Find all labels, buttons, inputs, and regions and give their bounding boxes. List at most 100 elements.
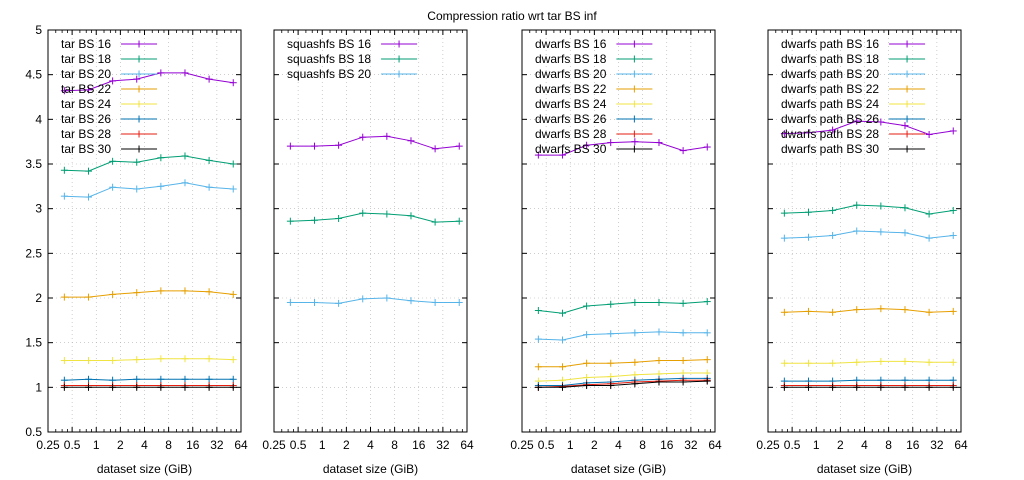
y-tick-label: 0.5 (25, 425, 42, 439)
y-tick-label: 1 (35, 380, 42, 394)
data-point (286, 142, 294, 150)
data-point (631, 329, 639, 337)
data-point (431, 298, 439, 306)
legend-entry: tar BS 26 (61, 112, 158, 126)
data-point (109, 157, 117, 165)
series-line (538, 141, 708, 156)
legend-entry: dwarfs BS 28 (535, 127, 653, 141)
legend-entry: tar BS 20 (61, 67, 158, 81)
x-tick-label: 1 (567, 438, 574, 452)
data-point (229, 185, 237, 193)
data-point (679, 299, 687, 307)
data-point (229, 356, 237, 364)
data-point (205, 288, 213, 296)
x-axis-label: dataset size (GiB) (817, 462, 912, 476)
plot-frame (273, 29, 468, 433)
series-7 (60, 382, 237, 390)
data-point (383, 132, 391, 140)
data-point (583, 141, 591, 149)
data-point (84, 293, 92, 301)
x-tick-label: 1 (93, 438, 100, 452)
data-point (60, 166, 68, 174)
series-4 (780, 305, 957, 316)
data-point (679, 147, 687, 155)
legend-entry: dwarfs BS 26 (535, 112, 653, 126)
data-point (780, 308, 788, 316)
series-1 (780, 117, 957, 139)
data-point (829, 126, 837, 134)
data-point (607, 300, 615, 308)
data-point (534, 307, 542, 315)
data-point (703, 356, 711, 364)
series-line (538, 301, 708, 314)
series-4 (534, 356, 711, 371)
data-point (853, 227, 861, 235)
data-point (157, 154, 165, 162)
series-8 (780, 383, 957, 391)
x-tick-label: 64 (234, 438, 248, 452)
data-point (949, 358, 957, 366)
series-line (64, 182, 234, 198)
data-point (205, 355, 213, 363)
data-point (431, 145, 439, 153)
data-point (583, 302, 591, 310)
data-point (829, 308, 837, 316)
data-point (877, 202, 885, 210)
series-line (64, 290, 234, 298)
x-axis-label: dataset size (GiB) (571, 462, 666, 476)
data-point (407, 297, 415, 305)
series-line (538, 331, 708, 341)
data-point (607, 139, 615, 147)
data-point (84, 357, 92, 365)
plot-frame (521, 29, 716, 433)
data-point (205, 183, 213, 191)
x-tick-label: 0.25 (510, 438, 534, 452)
y-tick-label: 5 (35, 23, 42, 37)
data-point (229, 290, 237, 298)
data-point (383, 210, 391, 218)
x-tick-label: 0.5 (290, 438, 307, 452)
data-point (310, 298, 318, 306)
data-point (133, 356, 141, 364)
series-line (538, 380, 708, 388)
legend-entry: dwarfs path BS 16 (781, 37, 926, 51)
series-1 (534, 138, 711, 159)
legend-label: dwarfs BS 24 (535, 97, 607, 111)
data-point (877, 305, 885, 313)
series-line (64, 358, 234, 361)
legend-label: dwarfs path BS 24 (781, 97, 879, 111)
data-point (877, 383, 885, 391)
legend-entry: tar BS 28 (61, 127, 158, 141)
data-point (804, 359, 812, 367)
data-point (229, 375, 237, 383)
legend-entry: squashfs BS 20 (287, 67, 418, 81)
data-point (703, 377, 711, 385)
data-point (925, 308, 933, 316)
x-tick-label: 0.25 (262, 438, 286, 452)
legend-entry: squashfs BS 18 (287, 52, 418, 66)
data-point (925, 234, 933, 242)
data-point (853, 306, 861, 314)
x-tick-label: 64 (954, 438, 968, 452)
series-7 (780, 382, 957, 390)
data-point (109, 290, 117, 298)
data-point (205, 375, 213, 383)
data-point (534, 383, 542, 391)
legend-label: dwarfs path BS 26 (781, 112, 879, 126)
x-axis-label: dataset size (GiB) (97, 462, 192, 476)
y-tick-label: 4.5 (25, 68, 42, 82)
x-tick-label: 8 (639, 438, 646, 452)
data-point (631, 358, 639, 366)
series-line (784, 360, 954, 364)
data-point (804, 233, 812, 241)
chart-panels: 0.25 0.5 1 2 4 8 16 32 640.511.522.533.544.55dat… (25, 23, 968, 476)
data-point (310, 216, 318, 224)
data-point (359, 295, 367, 303)
data-point (133, 383, 141, 391)
legend-label: tar BS 22 (61, 82, 111, 96)
data-point (703, 143, 711, 151)
series-6 (780, 376, 957, 385)
series-3 (60, 179, 237, 201)
series-line (290, 212, 460, 223)
